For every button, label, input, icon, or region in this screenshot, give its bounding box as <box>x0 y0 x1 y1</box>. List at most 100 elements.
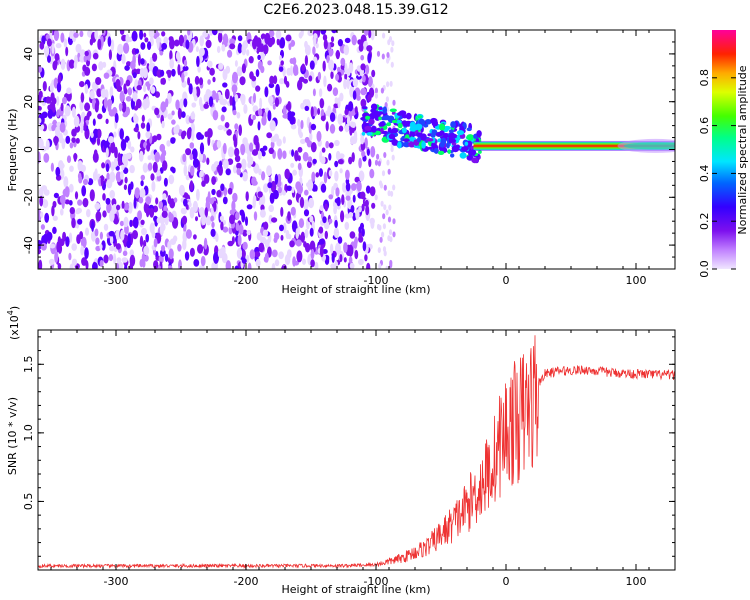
spectrogram-signal-blob <box>456 130 465 136</box>
spectrogram-noise-blob <box>323 75 327 88</box>
spectrogram-noise-blob <box>307 179 314 192</box>
spectrogram-noise-blob <box>318 168 323 177</box>
spectrogram-noise-blob <box>229 43 236 50</box>
spectrogram-signal-blob <box>405 123 411 127</box>
spectrogram-signal-blob <box>464 141 469 146</box>
spectrogram-noise-blob <box>317 71 322 81</box>
spectrogram-noise-blob <box>328 48 334 57</box>
spectrogram-noise-blob <box>341 194 345 206</box>
spectrogram-noise-blob <box>162 160 168 171</box>
spectrogram-signal-blob <box>378 116 382 121</box>
spectrogram-noise-blob <box>68 252 72 261</box>
spectrogram-noise-blob <box>335 73 340 81</box>
colorbar-gradient <box>712 30 736 269</box>
spectrogram-noise-blob <box>354 249 359 260</box>
spectrogram-noise-blob <box>234 123 239 131</box>
spectrogram-noise-blob <box>325 140 330 149</box>
spectrogram-noise-blob <box>298 218 305 229</box>
spectrogram-noise-blob <box>322 216 327 224</box>
spectrogram-noise-blob <box>198 265 206 269</box>
spectrogram-noise-blob <box>182 65 189 72</box>
spectrogram-noise-blob <box>225 168 231 176</box>
spectrogram-noise-blob <box>201 180 206 187</box>
spectrogram-noise-blob <box>257 191 263 198</box>
spectrogram-noise-blob <box>382 223 386 230</box>
spectrogram-noise-blob <box>143 254 149 262</box>
spectrogram-noise-blob <box>308 75 313 82</box>
spectrogram-signal-blob <box>395 119 402 124</box>
spectrogram-noise-blob <box>337 39 343 47</box>
spectrogram-noise-blob <box>380 200 384 207</box>
spectrogram-noise-blob <box>392 184 396 191</box>
spectrogram-noise-blob <box>108 136 114 144</box>
spectrogram-noise-blob <box>259 97 263 110</box>
spectrogram-signal-blob <box>432 119 438 125</box>
spectrogram-noise-blob <box>252 197 256 209</box>
spectrogram-noise-blob <box>132 92 138 102</box>
spectrogram-noise-blob <box>362 75 366 83</box>
spectrogram-noise-blob <box>177 107 182 120</box>
spectrogram-noise-blob <box>365 204 370 216</box>
spectrogram-noise-blob <box>366 148 370 156</box>
snr-scale-label: (x104) <box>6 306 21 340</box>
spectrogram-noise-blob <box>168 211 172 220</box>
spectrogram-noise-blob <box>213 200 217 212</box>
spectrogram-noise-blob <box>231 236 235 245</box>
spectrogram-signal-blob <box>371 125 377 133</box>
spectrogram-noise-blob <box>113 253 117 265</box>
spectrogram-signal-blob <box>378 106 383 110</box>
spectrogram-noise-blob <box>115 165 120 171</box>
spectrogram-noise-blob <box>102 210 107 218</box>
spectrogram-noise-blob <box>268 147 274 155</box>
spectrogram-noise-blob <box>297 162 302 171</box>
spectrogram-noise-blob <box>60 32 65 43</box>
spectrogram-noise-blob <box>71 106 76 118</box>
spectrogram-noise-blob <box>272 189 279 200</box>
spectrogram-noise-blob <box>264 86 269 98</box>
spectrogram-noise-blob <box>328 142 334 149</box>
spectrogram-noise-blob <box>241 43 247 56</box>
x-tick-label: -200 <box>234 575 259 588</box>
spectrogram-noise-blob <box>374 92 378 99</box>
spectrogram-noise-blob <box>38 117 42 124</box>
spectrogram-noise-blob <box>391 40 395 47</box>
x-tick-label: -300 <box>104 274 129 287</box>
spectrogram-noise-blob <box>263 112 267 119</box>
spectrogram-noise-blob <box>130 146 135 153</box>
spectrogram-signal-blob <box>397 112 402 116</box>
spectrogram-noise-blob <box>303 78 308 84</box>
spectrogram-noise-blob <box>310 259 315 268</box>
spectrogram-noise-blob <box>44 212 50 223</box>
spectrogram-noise-blob <box>54 53 60 61</box>
spectrogram-noise-blob <box>390 61 394 68</box>
spectrogram-noise-blob <box>51 42 55 55</box>
spectrogram-noise-blob <box>225 260 231 269</box>
spectrogram-noise-blob <box>300 231 305 243</box>
spectrogram-noise-blob <box>316 130 322 142</box>
spectrogram-noise-blob <box>183 59 188 67</box>
spectrogram-signal-blob <box>459 152 467 159</box>
spectrogram-noise-blob <box>130 181 134 190</box>
spectrogram-noise-blob <box>246 229 251 236</box>
spectrogram-noise-blob <box>276 38 280 46</box>
spectrogram-noise-blob <box>227 187 233 195</box>
spectrogram-noise-blob <box>140 122 146 129</box>
spectrogram-noise-blob <box>81 185 87 197</box>
spectrogram-noise-blob <box>324 230 328 240</box>
spectrogram-noise-blob <box>105 147 109 158</box>
spectrogram-noise-blob <box>333 205 337 215</box>
spectrogram-noise-blob <box>266 132 273 139</box>
spectrogram-noise-blob <box>362 241 367 252</box>
spectrogram-noise-blob <box>132 230 138 240</box>
spectrogram-noise-blob <box>389 236 393 243</box>
spectrogram-noise-blob <box>287 110 293 122</box>
spectrogram-noise-blob <box>80 123 84 134</box>
spectrogram-noise-blob <box>40 224 46 230</box>
spectrogram-noise-blob <box>175 99 180 110</box>
spectrogram-noise-blob <box>342 184 347 193</box>
spectrogram-noise-blob <box>246 204 253 210</box>
spectrogram-noise-blob <box>160 223 166 232</box>
spectrogram-noise-blob <box>353 238 358 249</box>
spectrogram-noise-blob <box>207 90 213 97</box>
spectrogram-noise-blob <box>55 166 61 177</box>
